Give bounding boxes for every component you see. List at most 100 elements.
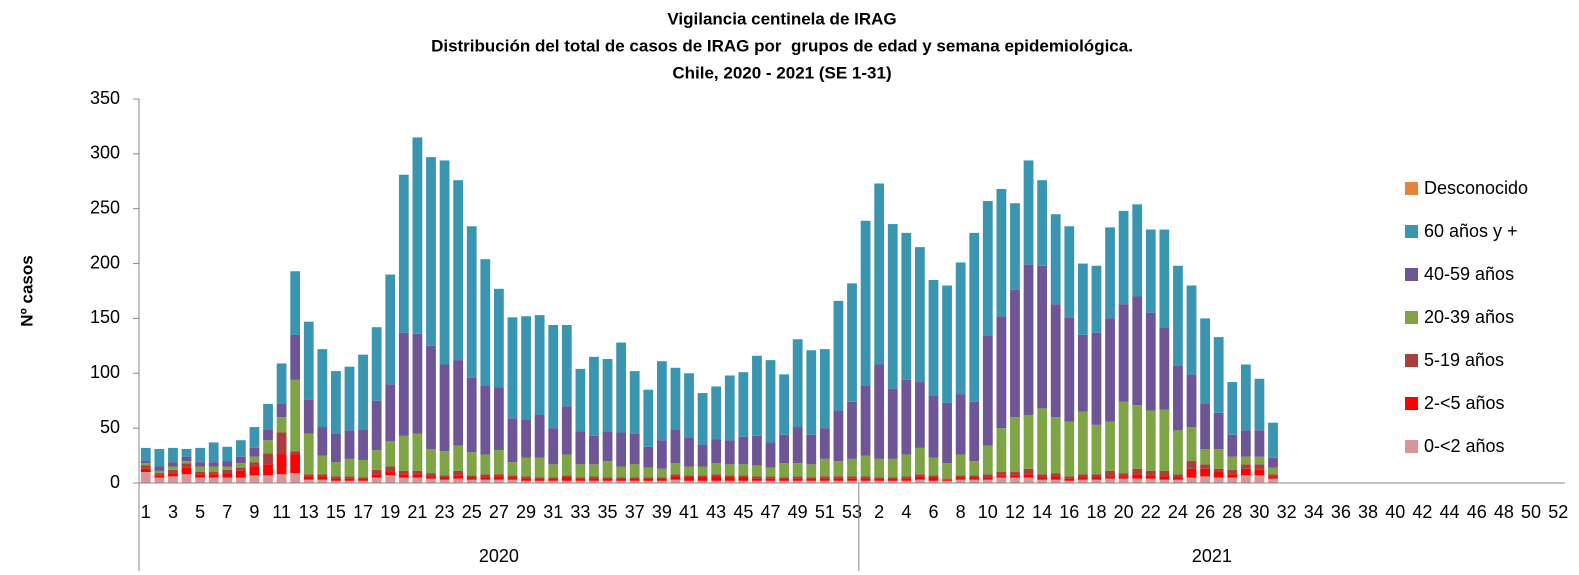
bar-segment bbox=[1240, 364, 1251, 431]
x-tick-label: 29 bbox=[516, 502, 536, 522]
bar-segment bbox=[697, 477, 708, 481]
x-tick-label: 38 bbox=[1358, 502, 1378, 522]
bar-segment bbox=[534, 457, 545, 478]
bar-segment bbox=[290, 473, 301, 483]
bar-segment bbox=[1159, 409, 1170, 471]
y-tick-label: 250 bbox=[90, 197, 120, 217]
bar-segment bbox=[426, 478, 436, 483]
bar-segment bbox=[779, 477, 789, 479]
x-tick-label: 23 bbox=[435, 502, 455, 522]
bar-segment bbox=[1077, 479, 1088, 483]
bar-segment bbox=[344, 478, 355, 481]
bar-segment bbox=[1105, 478, 1115, 483]
bar-segment bbox=[426, 473, 436, 477]
x-tick-label: 24 bbox=[1168, 502, 1188, 522]
bar-segment bbox=[385, 472, 396, 476]
bar-segment bbox=[235, 456, 246, 464]
bar-segment bbox=[996, 316, 1007, 429]
bar-segment bbox=[1050, 304, 1061, 418]
bar-segment bbox=[480, 479, 491, 483]
bar-segment bbox=[521, 316, 531, 420]
bar-segment bbox=[697, 444, 708, 467]
bar-segment bbox=[235, 440, 246, 457]
bar-segment bbox=[589, 480, 599, 483]
bar-segment bbox=[792, 339, 803, 428]
x-tick-label: 5 bbox=[195, 502, 205, 522]
bar-segment bbox=[358, 480, 368, 483]
x-tick-label: 12 bbox=[1005, 502, 1025, 522]
bar-segment bbox=[860, 480, 871, 483]
bar-segment bbox=[1050, 214, 1061, 305]
bar-segment bbox=[1254, 469, 1265, 476]
bar-segment bbox=[819, 349, 830, 429]
bar-segment bbox=[982, 201, 993, 336]
bar-segment bbox=[874, 364, 885, 459]
bar-segment bbox=[833, 300, 844, 411]
bar-segment bbox=[724, 375, 735, 441]
bar-segment bbox=[249, 427, 260, 448]
bar-segment bbox=[249, 462, 260, 467]
bar-segment bbox=[982, 479, 993, 483]
bar-segment bbox=[738, 436, 749, 465]
y-tick-label: 300 bbox=[90, 143, 120, 163]
x-tick-label: 8 bbox=[956, 502, 966, 522]
bar-segment bbox=[738, 480, 749, 483]
bar-segment bbox=[140, 461, 151, 464]
bar-segment bbox=[1077, 474, 1088, 478]
bar-segment bbox=[317, 455, 328, 475]
bar-segment bbox=[1132, 296, 1143, 406]
bar-segment bbox=[263, 464, 273, 476]
x-tick-label: 37 bbox=[625, 502, 645, 522]
bar-segment bbox=[1186, 477, 1197, 483]
bar-segment bbox=[466, 226, 477, 378]
bar-segment bbox=[996, 428, 1007, 473]
bar-segment bbox=[942, 478, 952, 480]
bar-segment bbox=[1254, 378, 1265, 431]
bar-segment bbox=[847, 478, 857, 481]
bar-segment bbox=[847, 458, 857, 477]
bar-segment bbox=[955, 479, 966, 483]
bar-segment bbox=[670, 476, 681, 480]
x-tick-label: 27 bbox=[489, 502, 509, 522]
bar-segment bbox=[385, 466, 396, 473]
chart-title: Vigilancia centinela de IRAG bbox=[667, 9, 896, 28]
bar-segment bbox=[1145, 312, 1156, 411]
bar-segment bbox=[439, 477, 450, 480]
legend-label: 5-19 años bbox=[1424, 350, 1504, 370]
x-tick-label: 51 bbox=[815, 502, 835, 522]
bar-segment bbox=[575, 478, 586, 481]
bar-segment bbox=[453, 478, 464, 483]
x-tick-label: 33 bbox=[570, 502, 590, 522]
bar-segment bbox=[697, 466, 708, 476]
bar-segment bbox=[1105, 318, 1115, 422]
bar-segment bbox=[982, 477, 993, 480]
bar-segment bbox=[847, 283, 857, 402]
bar-segment bbox=[1227, 477, 1238, 483]
bar-segment bbox=[181, 463, 192, 468]
x-tick-label: 25 bbox=[462, 502, 482, 522]
bar-segment bbox=[140, 468, 151, 473]
bar-segment bbox=[1227, 456, 1238, 470]
x-tick-label: 21 bbox=[407, 502, 427, 522]
bar-segment bbox=[738, 477, 749, 481]
bar-segment bbox=[371, 400, 382, 451]
bar-segment bbox=[602, 480, 613, 483]
bar-segment bbox=[412, 433, 423, 471]
x-tick-label: 11 bbox=[272, 502, 291, 522]
x-tick-label: 50 bbox=[1521, 502, 1541, 522]
bar-segment bbox=[955, 262, 966, 395]
bar-segment bbox=[208, 477, 219, 483]
bar-segment bbox=[534, 478, 545, 481]
bar-segment bbox=[1145, 478, 1156, 483]
bar-segment bbox=[1227, 382, 1238, 435]
bar-segment bbox=[154, 470, 165, 474]
bar-segment bbox=[1159, 327, 1170, 410]
x-tick-label: 4 bbox=[901, 502, 911, 522]
bar-segment bbox=[860, 385, 871, 456]
bar-segment bbox=[589, 476, 599, 479]
bar-segment bbox=[1145, 470, 1156, 476]
bar-segment bbox=[168, 476, 178, 483]
bar-segment bbox=[344, 476, 355, 479]
x-tick-label: 20 bbox=[1114, 502, 1134, 522]
